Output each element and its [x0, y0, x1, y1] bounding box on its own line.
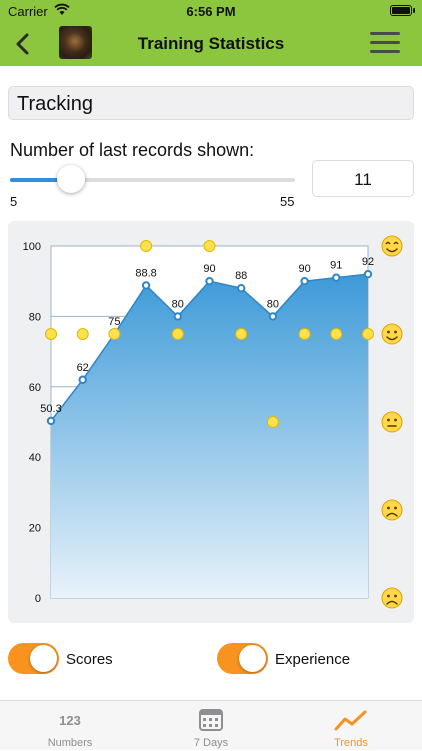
records-slider[interactable]	[10, 165, 295, 193]
trend-chart-icon	[334, 710, 367, 731]
y-tick-label: 20	[29, 523, 41, 535]
tab-7-days-label: 7 Days	[193, 737, 229, 749]
experience-point	[362, 328, 374, 340]
happy-face-icon-face	[381, 235, 403, 257]
wifi-icon	[54, 3, 70, 15]
y-tick-label: 60	[29, 382, 41, 394]
score-area	[51, 274, 368, 598]
scores-toggle-knob	[30, 645, 57, 672]
neutral-face-icon-eye	[394, 418, 397, 422]
score-label: 88.8	[135, 267, 156, 279]
score-point	[78, 375, 87, 384]
sad-face-icon-mouth	[386, 512, 398, 517]
score-label: 50.3	[40, 403, 61, 415]
experience-toggle-label: Experience	[275, 651, 351, 668]
experience-point	[298, 328, 311, 340]
score-label: 80	[172, 298, 184, 310]
very-sad-face-icon-mouth	[386, 600, 398, 605]
nav-bar: Training Statistics	[0, 22, 422, 66]
records-slider-thumb[interactable]	[56, 165, 85, 193]
experience-toggle-knob	[239, 645, 266, 672]
trend-chart-svg: 0 20 40 60 80 100 50.3 62 75 88.8 80 90 88 80 90 91 92	[23, 235, 403, 609]
score-label: 90	[203, 263, 215, 275]
y-tick-label: 100	[23, 241, 41, 253]
smile-face-icon-face	[381, 323, 403, 345]
carrier-label: Carrier	[8, 4, 48, 19]
happy-face-icon-eye	[393, 241, 399, 245]
experience-point	[266, 416, 279, 428]
tab-trends[interactable]: Trends	[281, 701, 421, 751]
hamburger-menu-icon[interactable]	[370, 32, 400, 56]
status-bar: Carrier 6:56 PM	[0, 0, 422, 22]
experience-point	[76, 328, 89, 340]
calendar-icon	[199, 709, 223, 731]
records-slider-label: Number of last records shown:	[10, 140, 255, 160]
smile-face-icon-eye	[394, 330, 397, 334]
chevron-left-icon[interactable]	[8, 28, 38, 60]
dog-avatar[interactable]	[59, 26, 92, 59]
numbers-icon: 123	[59, 713, 81, 728]
sad-face-icon-face	[381, 499, 403, 521]
neutral-face-icon	[381, 411, 403, 433]
score-point	[141, 281, 151, 290]
experience-point	[330, 328, 343, 340]
score-label: 75	[108, 316, 120, 328]
score-label: 91	[330, 260, 342, 272]
y-tick-label: 40	[29, 452, 41, 464]
happy-face-icon-mouth	[386, 248, 398, 253]
scores-toggle[interactable]	[8, 643, 59, 674]
tab-numbers-label: Numbers	[47, 737, 93, 749]
scores-toggle-label: Scores	[66, 651, 113, 668]
tab-bar: 123 Numbers 7 Days Trends	[0, 700, 422, 750]
happy-face-icon	[381, 235, 403, 257]
very-sad-face-icon-eye	[394, 594, 397, 598]
experience-point	[45, 328, 57, 340]
score-point	[268, 312, 278, 321]
tab-numbers[interactable]: 123 Numbers	[0, 701, 140, 751]
records-slider-fill	[10, 178, 71, 182]
very-sad-face-icon-eye	[387, 594, 390, 598]
very-sad-face-icon	[381, 587, 403, 609]
score-label: 80	[267, 298, 279, 310]
neutral-face-icon-face	[381, 411, 403, 433]
happy-face-icon-eye	[385, 241, 391, 245]
sad-face-icon-eye	[394, 506, 397, 510]
experience-point	[140, 240, 153, 252]
score-label: 90	[298, 263, 310, 275]
experience-point	[203, 240, 216, 252]
very-sad-face-icon-face	[381, 587, 403, 609]
score-point	[332, 273, 341, 282]
y-tick-label: 80	[29, 311, 41, 323]
score-point	[300, 277, 309, 286]
battery-icon	[390, 5, 415, 16]
score-point	[173, 312, 183, 321]
score-point	[363, 269, 373, 279]
experience-toggle[interactable]	[217, 643, 268, 674]
slider-max-label: 55	[280, 194, 295, 209]
tab-7-days[interactable]: 7 Days	[141, 701, 281, 751]
trend-chart: 0 20 40 60 80 100 50.3 62 75 88.8 80 90 88 80 90 91 92	[8, 221, 414, 623]
smile-face-icon-eye	[387, 330, 390, 334]
sad-face-icon-eye	[387, 506, 390, 510]
score-point	[46, 416, 56, 426]
sad-face-icon	[381, 499, 403, 521]
slider-min-label: 5	[10, 194, 18, 209]
score-label: 92	[362, 256, 374, 268]
experience-point	[108, 328, 121, 340]
score-label: 88	[235, 270, 247, 282]
y-tick-label: 0	[35, 593, 41, 605]
category-field[interactable]: Tracking	[8, 86, 414, 120]
page-title: Training Statistics	[137, 34, 285, 53]
score-label: 62	[77, 362, 89, 374]
records-count-field[interactable]: 11	[312, 160, 414, 197]
experience-point	[235, 328, 248, 340]
experience-point	[171, 328, 184, 340]
score-point	[237, 284, 246, 293]
neutral-face-icon-eye	[387, 418, 390, 422]
score-point	[205, 277, 214, 286]
smile-face-icon	[381, 323, 403, 345]
smile-face-icon-mouth	[386, 336, 398, 341]
tab-trends-label: Trends	[334, 737, 368, 749]
clock: 6:56 PM	[186, 4, 236, 19]
